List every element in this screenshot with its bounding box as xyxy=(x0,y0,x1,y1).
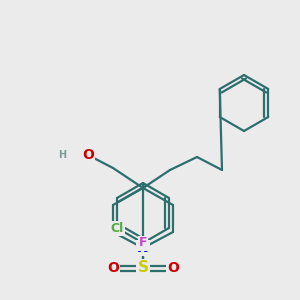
Text: F: F xyxy=(139,236,147,250)
Text: O: O xyxy=(167,261,179,275)
Text: Cl: Cl xyxy=(110,221,124,235)
Text: N: N xyxy=(137,241,149,255)
Text: S: S xyxy=(137,260,148,275)
Text: H: H xyxy=(58,150,66,160)
Text: O: O xyxy=(107,261,119,275)
Text: O: O xyxy=(82,148,94,162)
